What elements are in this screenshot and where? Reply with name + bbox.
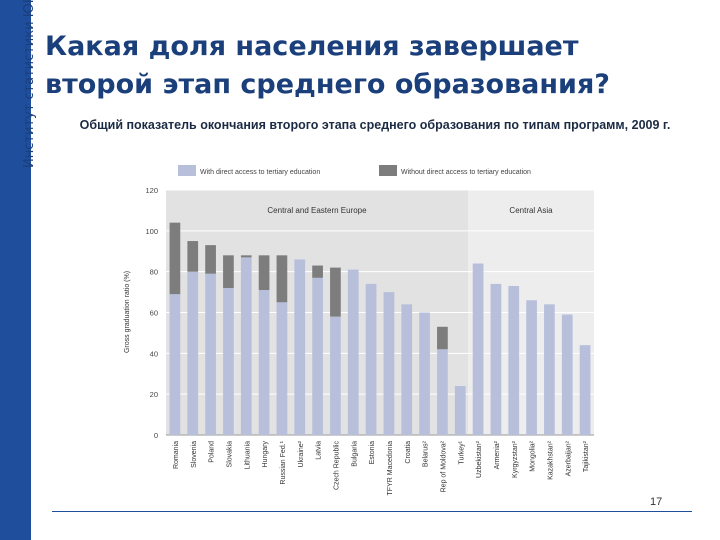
bar-with-access — [347, 269, 359, 435]
legend-swatch-without-access — [379, 165, 397, 176]
bar-without-access — [276, 255, 288, 303]
y-axis-label: Gross graduation ratio (%) — [124, 271, 131, 353]
legend-label-without-access: Without direct access to tertiary educat… — [401, 169, 531, 176]
bar-without-access — [205, 245, 216, 274]
x-tick-label: Ukraine² — [298, 440, 305, 467]
gridlines — [166, 189, 594, 436]
x-tick-label: Bulgaria — [351, 441, 358, 467]
title-line-2: второй этап среднего образования? — [45, 69, 610, 100]
x-tick-label: Tajikistan² — [583, 440, 590, 472]
page-number: 17 — [650, 496, 663, 508]
y-tick-label: 100 — [145, 227, 158, 236]
bar-with-access — [240, 257, 252, 435]
legend-label-with-access: With direct access to tertiary education — [200, 169, 320, 176]
bottom-rule — [52, 511, 692, 512]
title-line-1: Какая доля населения завершает — [45, 31, 579, 62]
x-tick-label: Lithuania — [244, 441, 251, 470]
y-tick-label: 0 — [154, 431, 158, 440]
legend-swatch-with-access — [178, 165, 196, 176]
x-tick-label: Kazakhstan² — [547, 440, 554, 480]
y-tick-label: 20 — [150, 390, 158, 399]
bar-with-access — [561, 314, 573, 435]
x-tick-label: Turkey¹ — [458, 440, 465, 464]
bar-with-access — [312, 277, 323, 435]
x-tick-label: Czech Republic — [333, 441, 340, 491]
bars — [169, 222, 591, 435]
bar-with-access — [258, 290, 270, 435]
y-tick-label: 120 — [145, 186, 158, 195]
bar-with-access — [365, 283, 377, 435]
bar-without-access — [240, 255, 252, 258]
chart-legend: With direct access to tertiary education… — [178, 165, 531, 176]
bar-with-access — [330, 316, 341, 435]
x-tick-label: Armenia² — [494, 440, 501, 469]
bar-with-access — [401, 304, 413, 435]
x-tick-label: Croatia — [405, 441, 412, 464]
bar-without-access — [312, 265, 323, 278]
x-tick-label: Uzbekistan² — [476, 440, 483, 478]
bar-with-access — [508, 285, 520, 435]
bar-with-access — [205, 273, 216, 435]
bar-with-access — [419, 312, 430, 435]
bar-without-access — [437, 326, 448, 350]
bar-with-access — [169, 294, 181, 435]
x-axis-labels: Romania Slovenia Poland Slovakia Lithuania Hu… — [173, 440, 590, 495]
bar-with-access — [472, 263, 484, 435]
bar-with-access — [294, 259, 306, 435]
side-bar — [0, 0, 31, 540]
x-tick-label: Slovenia — [191, 441, 198, 468]
x-tick-label: Romania — [173, 441, 180, 469]
x-tick-label: Belarus² — [423, 440, 430, 467]
bar-with-access — [187, 271, 199, 435]
x-tick-label: Latvia — [316, 441, 323, 460]
x-tick-label: Kyrgyzstan² — [512, 440, 519, 478]
y-tick-label: 60 — [150, 309, 158, 318]
x-tick-label: Russian Fed.¹ — [280, 440, 287, 484]
bar-with-access — [223, 288, 234, 435]
bar-with-access — [454, 386, 466, 435]
region-label-cee: Central and Eastern Europe — [267, 206, 367, 215]
region-label-ca: Central Asia — [509, 206, 553, 215]
side-label: Институт статистики ЮНЕСКО — [22, 0, 37, 168]
page-title: Какая доля населения завершает второй эт… — [45, 28, 685, 104]
bar-without-access — [258, 255, 270, 291]
x-tick-label: Estonia — [369, 441, 376, 464]
chart-subtitle: Общий показатель окончания второго этапа… — [79, 118, 671, 132]
x-tick-label: Hungary — [262, 441, 269, 468]
bar-without-access — [330, 267, 341, 317]
bar-with-access — [437, 349, 448, 435]
bar-without-access — [169, 222, 181, 295]
x-tick-label: Slovakia — [226, 441, 233, 468]
bar-with-access — [579, 345, 591, 435]
bar-with-access — [544, 304, 555, 435]
y-tick-label: 40 — [150, 349, 158, 358]
bar-with-access — [490, 283, 502, 435]
bar-with-access — [383, 292, 395, 435]
x-tick-label: Poland — [209, 441, 216, 463]
x-tick-label: Mongolia² — [530, 440, 537, 471]
bar-with-access — [276, 302, 288, 435]
bar-with-access — [526, 300, 537, 435]
y-axis-ticks: 0 20 40 60 80 100 120 — [145, 186, 158, 440]
bar-without-access — [187, 241, 199, 272]
x-tick-label: Azerbaijan² — [565, 440, 572, 476]
y-tick-label: 80 — [150, 268, 158, 277]
x-tick-label: TFYR Macedonia — [387, 441, 394, 496]
bar-without-access — [223, 255, 234, 288]
x-tick-label: Rep of Moldova² — [440, 440, 447, 492]
bar-chart: With direct access to tertiary education… — [124, 165, 594, 495]
